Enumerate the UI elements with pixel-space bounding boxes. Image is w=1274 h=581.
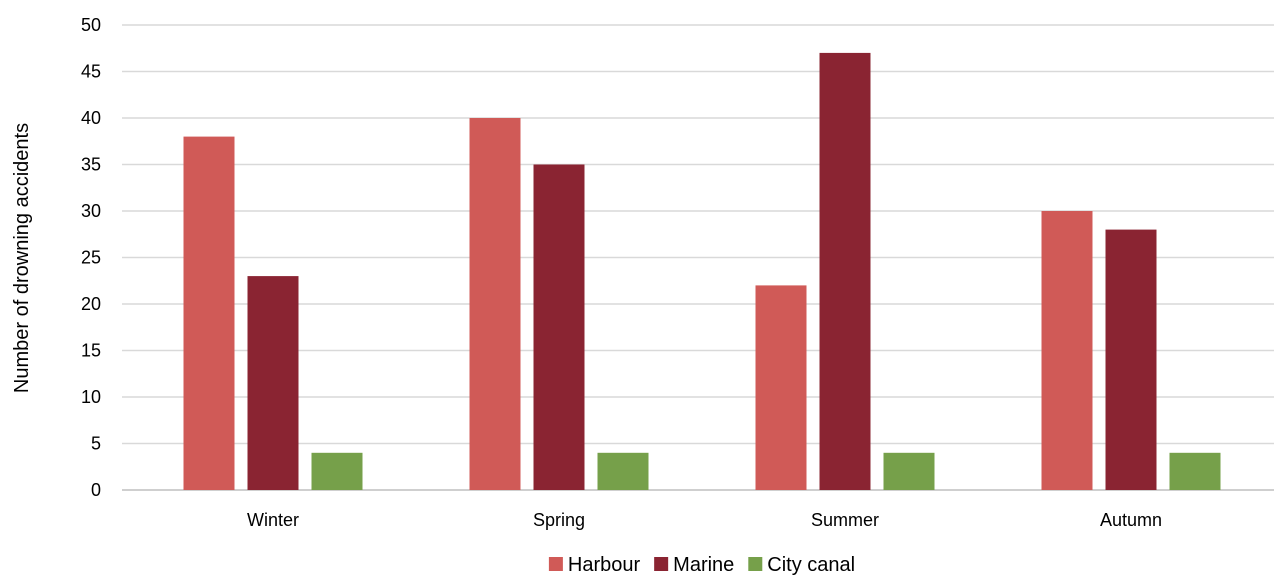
bar-city-canal-autumn	[1169, 452, 1221, 490]
legend-label: Harbour	[568, 554, 641, 576]
legend-swatch-harbour	[548, 557, 563, 571]
legend: Harbour Marine City canal	[548, 554, 855, 576]
y-tick-label: 25	[81, 248, 101, 268]
bar-marine-autumn	[1105, 229, 1157, 490]
category-label: Spring	[533, 510, 585, 530]
bar-harbour-summer	[755, 285, 807, 490]
bar-marine-spring	[533, 164, 585, 490]
y-tick-label: 5	[91, 434, 101, 454]
bar-city-canal-winter	[311, 452, 363, 490]
y-tick-label: 20	[81, 294, 101, 314]
bar-harbour-winter	[183, 136, 235, 490]
y-tick-label: 15	[81, 341, 101, 361]
y-tick-label: 40	[81, 108, 101, 128]
bar-marine-winter	[247, 276, 299, 490]
category-label: Winter	[247, 510, 299, 530]
bar-city-canal-spring	[597, 452, 649, 490]
y-tick-label: 0	[91, 480, 101, 500]
legend-label: Marine	[673, 554, 734, 576]
category-labels: Winter Spring Summer Autumn	[247, 510, 1162, 530]
bars	[183, 52, 1221, 491]
legend-swatch-city-canal	[748, 557, 763, 571]
gridlines	[122, 24, 1274, 491]
y-tick-label: 35	[81, 155, 101, 175]
bar-city-canal-summer	[883, 452, 935, 490]
legend-swatch-marine	[654, 557, 669, 571]
y-tick-label: 10	[81, 387, 101, 407]
y-tick-label: 30	[81, 201, 101, 221]
y-tick-labels: 0 5 10 15 20 25 30 35 40 45 50	[81, 15, 101, 500]
y-axis-label: Number of drowning accidents	[11, 123, 33, 393]
bar-marine-summer	[819, 52, 871, 491]
y-tick-label: 50	[81, 15, 101, 35]
legend-label: City canal	[767, 554, 855, 576]
bar-harbour-spring	[469, 118, 521, 490]
category-label: Autumn	[1100, 510, 1162, 530]
category-label: Summer	[811, 510, 879, 530]
y-tick-label: 45	[81, 62, 101, 82]
bar-harbour-autumn	[1041, 211, 1093, 490]
